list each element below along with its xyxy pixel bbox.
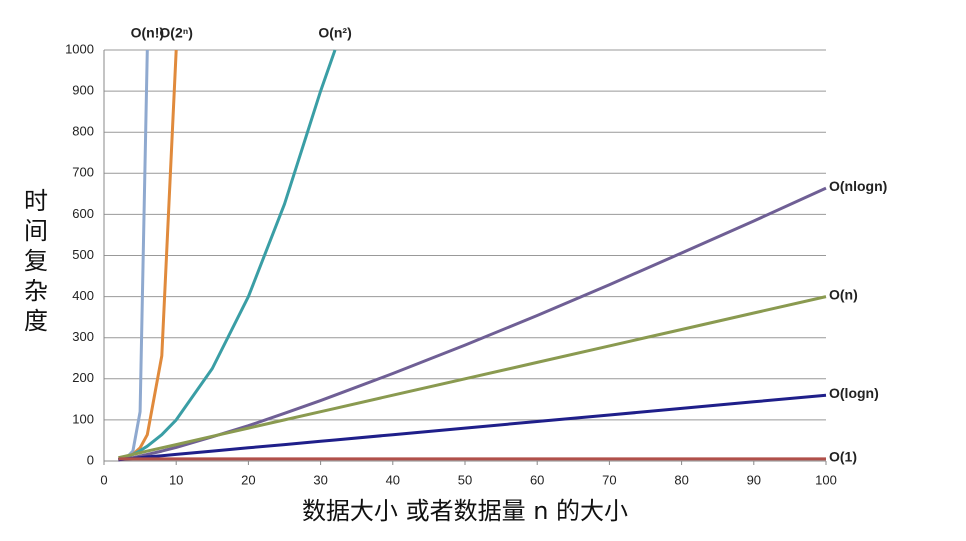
y-tick-label: 500 <box>72 247 94 262</box>
x-axis-label: 数据大小 或者数据量 n 的大小 <box>302 497 628 525</box>
y-tick-label: 300 <box>72 329 94 344</box>
y-tick-label: 800 <box>72 124 94 139</box>
x-tick-label: 10 <box>169 472 183 487</box>
x-tick-label: 60 <box>530 472 544 487</box>
y-tick-label: 600 <box>72 206 94 221</box>
series-line <box>118 393 827 462</box>
series-line <box>117 49 337 461</box>
y-tick-label: 900 <box>72 83 94 98</box>
x-tick-label: 20 <box>241 472 255 487</box>
x-tick-label: 0 <box>100 472 107 487</box>
y-tick-label: 700 <box>72 165 94 180</box>
x-tick-label: 100 <box>815 472 837 487</box>
series-label: O(n) <box>829 286 858 302</box>
y-tick-label: 400 <box>72 288 94 303</box>
series-label: O(nlogn) <box>829 178 887 194</box>
y-tick-label: 0 <box>87 452 94 467</box>
y-tick-label: 100 <box>72 411 94 426</box>
series-label: O(n²) <box>318 25 351 41</box>
series-label: O(logn) <box>829 385 879 401</box>
y-tick-label: 200 <box>72 370 94 385</box>
series-label: O(2ⁿ) <box>159 25 193 41</box>
series-label: O(n!) <box>131 25 164 41</box>
x-tick-label: 80 <box>674 472 688 487</box>
y-axis-label: 时间复杂度 <box>24 187 48 335</box>
x-tick-label: 90 <box>747 472 761 487</box>
series-line <box>118 186 827 462</box>
x-tick-label: 30 <box>313 472 327 487</box>
x-tick-label: 50 <box>458 472 472 487</box>
x-tick-label: 70 <box>602 472 616 487</box>
x-tick-label: 40 <box>386 472 400 487</box>
series-line <box>118 295 827 460</box>
y-tick-label: 1000 <box>65 41 94 56</box>
series-label: O(1) <box>829 449 857 465</box>
